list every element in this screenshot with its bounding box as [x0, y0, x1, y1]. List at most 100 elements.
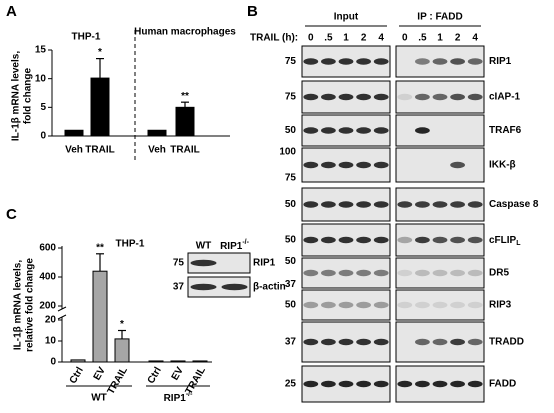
time-label: TRAIL (h): [250, 33, 298, 44]
blot-frame [395, 257, 485, 289]
protein-label: DR5 [489, 268, 509, 279]
band [356, 127, 371, 134]
band [321, 338, 336, 346]
blot-frame [395, 147, 485, 183]
y-tick-label: 400 [39, 272, 56, 283]
band [321, 236, 336, 244]
protein-label: TRAF6 [489, 125, 522, 136]
band [356, 269, 371, 277]
mw-marker: 75 [285, 92, 297, 103]
band [373, 236, 389, 244]
band [432, 338, 448, 346]
band [450, 236, 465, 244]
protein-label: cFLIPL [489, 235, 521, 248]
protein-label: RIP3 [489, 300, 512, 311]
chart-title: THP-1 [116, 239, 145, 250]
mw-marker: 75 [285, 173, 297, 184]
band [190, 283, 217, 291]
lane-label: 4 [472, 33, 478, 44]
error-bar [96, 253, 104, 272]
x-tick-label: Veh [65, 145, 83, 156]
bar [148, 360, 164, 363]
bar [70, 359, 86, 363]
band [321, 380, 336, 388]
band [450, 58, 465, 65]
band [432, 236, 448, 244]
y-tick-label: 20 [45, 315, 57, 326]
band [190, 259, 217, 267]
band [397, 236, 413, 244]
band [467, 236, 483, 244]
band [303, 236, 319, 244]
band [450, 301, 465, 309]
bar [114, 338, 130, 363]
mw-marker: 50 [285, 235, 297, 246]
y-tick-label: 0 [50, 357, 56, 368]
protein-label: TRADD [489, 337, 524, 348]
band [415, 127, 430, 134]
bar [147, 129, 167, 137]
band [432, 201, 448, 208]
band [321, 161, 336, 169]
y-tick-label: 200 [39, 301, 56, 312]
y-axis-label: fold change [23, 68, 34, 125]
band [432, 58, 448, 65]
mw-marker: 50 [285, 300, 297, 311]
mw-marker: 37 [285, 279, 297, 290]
band [321, 58, 336, 65]
band [432, 93, 448, 101]
protein-label: FADD [489, 379, 516, 390]
band [338, 58, 354, 65]
x-tick-label: Ctrl [146, 365, 164, 386]
band [321, 269, 336, 277]
band [321, 301, 336, 309]
x-tick-label: TRAIL [85, 145, 114, 156]
band [467, 269, 483, 277]
lane-label: .5 [418, 33, 427, 44]
band [303, 127, 319, 134]
band [450, 380, 465, 388]
band [338, 201, 354, 208]
band [338, 236, 354, 244]
error-bar [181, 101, 189, 108]
x-tick-label: EV [170, 365, 186, 382]
bar [170, 360, 186, 363]
lane-label: WT [196, 241, 212, 252]
protein-label-main: cFLIP [489, 235, 517, 246]
protein-label: RIP1 [253, 258, 276, 269]
bar [175, 106, 195, 137]
lane-label: RIP1-/- [220, 239, 250, 251]
band [415, 201, 430, 208]
band [397, 269, 413, 277]
y-tick-label: 600 [39, 243, 56, 254]
band [303, 269, 319, 277]
protein-label: cIAP-1 [489, 92, 521, 103]
band [432, 380, 448, 388]
significance: ** [96, 242, 104, 253]
band [397, 93, 413, 101]
error-bar [96, 57, 104, 79]
band [303, 93, 319, 101]
section-header: IP : FADD [417, 12, 462, 23]
blot-frame [301, 289, 391, 321]
band [415, 338, 430, 346]
band [356, 380, 371, 388]
axis-break [57, 306, 67, 312]
y-axis-label: IL-1β mRNA levels, [11, 51, 22, 141]
lane-label-main: RIP1 [220, 241, 243, 252]
band [415, 236, 430, 244]
band [415, 93, 430, 101]
protein-label: IKK-β [489, 160, 516, 171]
band [373, 380, 389, 388]
y-tick-label: 15 [35, 45, 47, 56]
band [467, 338, 483, 346]
band [450, 269, 465, 277]
significance: * [120, 319, 124, 330]
band [397, 380, 413, 388]
band [467, 201, 483, 208]
mw-marker: 75 [285, 56, 297, 67]
band [467, 301, 483, 309]
band [321, 93, 336, 101]
band [467, 58, 483, 65]
band [397, 301, 413, 309]
